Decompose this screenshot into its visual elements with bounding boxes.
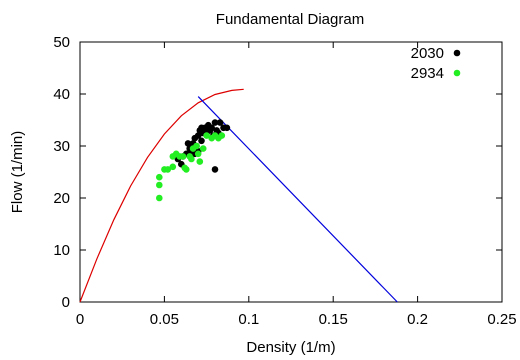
data-point-2934 <box>196 158 204 165</box>
data-point-2934 <box>156 173 163 181</box>
y-tick-label: 40 <box>53 86 70 103</box>
legend-marker <box>453 69 461 77</box>
legend: 2030 2934 <box>411 45 461 82</box>
data-point-2030 <box>184 140 192 147</box>
data-point-2030 <box>211 119 219 126</box>
data-point-2030 <box>198 137 205 145</box>
data-point-2030 <box>208 124 215 132</box>
data-point-2030 <box>211 166 219 173</box>
x-tick-label: 0.1 <box>238 311 259 328</box>
data-point-2934 <box>193 142 200 150</box>
data-point-2934 <box>169 163 177 171</box>
x-axis-label: Density (1/m) <box>246 339 335 356</box>
legend-label: 2934 <box>411 65 444 82</box>
data-point-2030 <box>194 132 202 139</box>
data-point-2934 <box>156 181 163 189</box>
x-tick-label: 0.15 <box>319 311 348 328</box>
data-point-2934 <box>156 194 163 202</box>
free-flow-curve <box>79 88 244 303</box>
y-axis-label: Flow (1/min) <box>9 131 26 214</box>
x-tick-label: 0.25 <box>487 311 516 328</box>
data-point-2934 <box>199 145 207 152</box>
data-points <box>156 119 231 202</box>
data-point-2030 <box>216 119 224 126</box>
model-curves <box>79 88 398 303</box>
data-point-2934 <box>164 166 172 173</box>
congested-flow-line <box>197 96 398 303</box>
legend-label: 2030 <box>411 45 444 62</box>
x-tick-label: 0.2 <box>407 311 428 328</box>
legend-marker <box>453 49 461 57</box>
data-point-2934 <box>181 164 188 172</box>
y-tick-label: 20 <box>53 190 70 207</box>
y-tick-label: 0 <box>62 294 70 311</box>
data-point-2934 <box>179 153 187 160</box>
data-point-2934 <box>203 132 210 139</box>
data-point-2934 <box>194 150 202 158</box>
data-point-2030 <box>198 124 205 132</box>
x-tick-label: 0 <box>76 311 84 328</box>
y-tick-label: 10 <box>53 242 70 259</box>
chart-title: Fundamental Diagram <box>216 11 364 28</box>
data-point-2030 <box>223 124 231 132</box>
y-tick-label: 30 <box>53 138 70 155</box>
y-tick-label: 50 <box>53 34 70 51</box>
x-tick-label: 0.05 <box>150 311 179 328</box>
data-point-2934 <box>218 132 226 139</box>
plot-area-frame <box>79 41 503 303</box>
data-point-2934 <box>188 155 195 163</box>
